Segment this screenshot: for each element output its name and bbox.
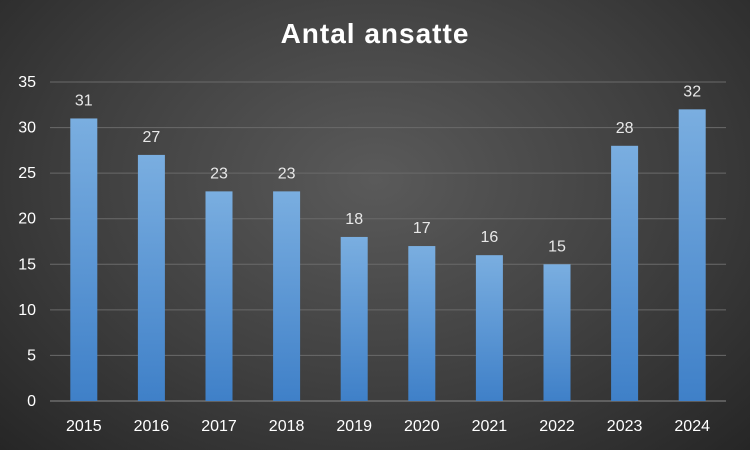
data-label-2019: 18 — [345, 211, 363, 228]
y-tick-label: 5 — [27, 347, 36, 364]
bar-2021 — [475, 255, 503, 401]
y-tick-label: 35 — [18, 74, 36, 91]
x-tick-label-2024: 2024 — [674, 418, 710, 435]
chart-title: Antal ansatte — [280, 18, 470, 49]
bar-2016 — [137, 154, 165, 401]
bar-2017 — [205, 191, 233, 401]
bar-2024 — [678, 109, 706, 401]
data-labels: 31 27 23 23 18 17 16 15 28 32 — [75, 83, 701, 255]
data-label-2020: 17 — [413, 220, 431, 237]
data-label-2018: 23 — [278, 165, 296, 182]
x-tick-label-2019: 2019 — [336, 418, 372, 435]
x-tick-label-2022: 2022 — [539, 418, 575, 435]
bar-2019 — [340, 236, 368, 401]
data-label-2017: 23 — [210, 165, 228, 182]
data-label-2022: 15 — [548, 238, 566, 255]
x-tick-label-2016: 2016 — [134, 418, 170, 435]
y-tick-label: 25 — [18, 165, 36, 182]
data-label-2024: 32 — [683, 83, 701, 100]
bar-2023 — [611, 145, 639, 401]
y-tick-label: 10 — [18, 302, 36, 319]
bars — [70, 109, 706, 401]
y-tick-label: 30 — [18, 120, 36, 137]
x-tick-label-2015: 2015 — [66, 418, 102, 435]
bar-2015 — [70, 118, 98, 401]
x-tick-label-2020: 2020 — [404, 418, 440, 435]
y-tick-label: 0 — [27, 393, 36, 410]
bar-2020 — [408, 246, 436, 401]
data-label-2016: 27 — [143, 129, 161, 146]
y-tick-label: 15 — [18, 256, 36, 273]
bar-2018 — [273, 191, 301, 401]
x-axis-ticks: 2015 2016 2017 2018 2019 2020 2021 2022 2023 2024 — [66, 418, 710, 435]
x-tick-label-2021: 2021 — [472, 418, 508, 435]
y-tick-label: 20 — [18, 211, 36, 228]
x-tick-label-2018: 2018 — [269, 418, 305, 435]
data-label-2021: 16 — [481, 229, 499, 246]
data-label-2023: 28 — [616, 120, 634, 137]
bar-2022 — [543, 264, 571, 401]
y-axis-ticks: 0 5 10 15 20 25 30 35 — [18, 74, 36, 410]
x-tick-label-2017: 2017 — [201, 418, 237, 435]
x-tick-label-2023: 2023 — [607, 418, 643, 435]
data-label-2015: 31 — [75, 92, 93, 109]
